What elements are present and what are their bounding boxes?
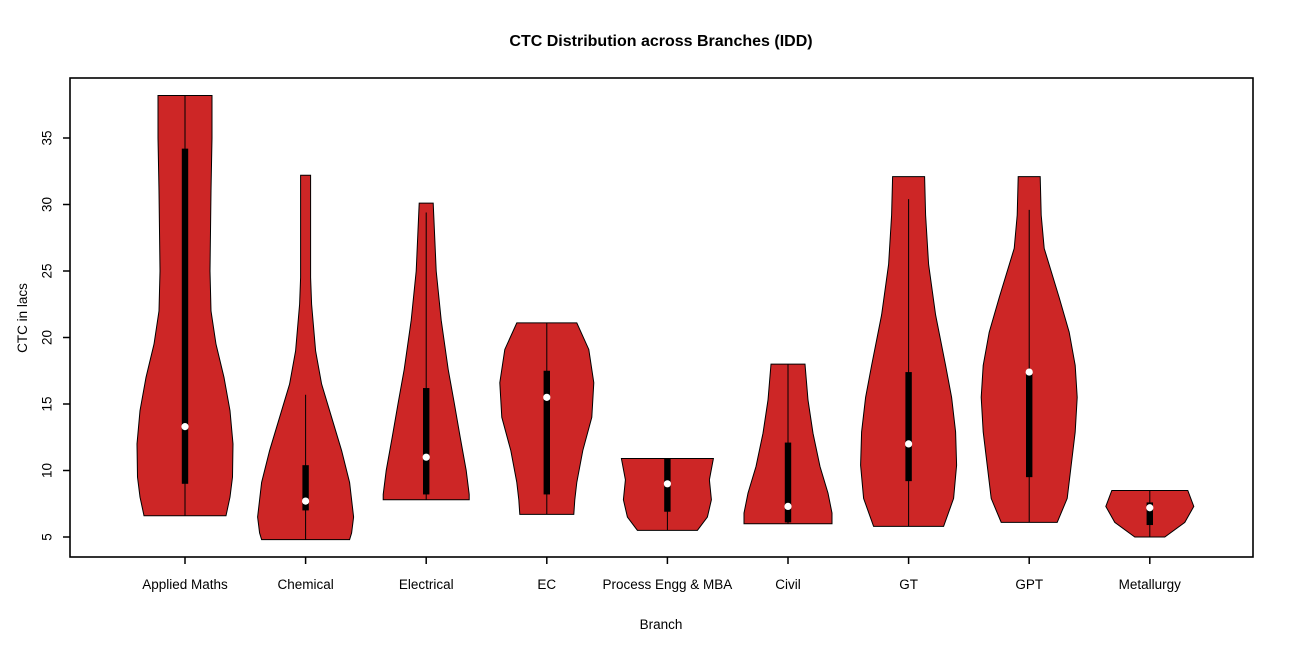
median-dot-chemical (302, 497, 310, 505)
iqr-box-metallurgy (1146, 502, 1153, 526)
y-tick-label-20: 20 (40, 330, 55, 345)
y-axis-ticks: 5 10 15 20 25 30 35 (40, 130, 70, 541)
violin-metallurgy (1105, 489, 1195, 538)
x-tick-label-process-engg-mba: Process Engg & MBA (602, 577, 732, 592)
x-tick-label-ec: EC (537, 577, 556, 592)
violins-group (136, 94, 1195, 541)
x-tick-label-gpt: GPT (1015, 577, 1043, 592)
iqr-box-gpt (1026, 372, 1033, 478)
iqr-box-civil (784, 442, 792, 523)
x-tick-label-gt: GT (899, 577, 918, 592)
violin-gpt (980, 176, 1078, 523)
median-dot-applied-maths (181, 423, 189, 431)
median-dot-ec (543, 393, 551, 401)
median-dot-process-engg-mba (663, 480, 672, 488)
iqr-box-gt (905, 372, 912, 482)
violin-gt (860, 176, 958, 527)
y-axis-title: CTC in lacs (15, 283, 30, 353)
iqr-box-chemical (302, 465, 309, 511)
median-dot-gpt (1025, 368, 1033, 376)
median-dot-electrical (422, 453, 430, 461)
y-tick-label-35: 35 (40, 130, 55, 145)
y-tick-label-15: 15 (40, 396, 55, 411)
violin-electrical (382, 202, 470, 501)
plot-box (69, 77, 1254, 558)
violin-ec (499, 322, 595, 515)
violin-chemical (257, 174, 355, 541)
iqr-box-applied-maths (181, 148, 189, 484)
x-axis-title: Branch (640, 617, 683, 632)
x-tick-label-chemical: Chemical (277, 577, 333, 592)
median-dot-civil (784, 502, 792, 511)
x-tick-label-applied-maths: Applied Maths (142, 577, 228, 592)
iqr-box-electrical (423, 388, 430, 495)
y-tick-label-10: 10 (40, 463, 55, 478)
chart-title: CTC Distribution across Branches (IDD) (509, 33, 812, 50)
violin-process-engg-mba (620, 458, 715, 531)
x-tick-label-civil: Civil (775, 577, 801, 592)
y-tick-label-5: 5 (40, 533, 55, 541)
violin-applied-maths (136, 94, 234, 517)
violin-shape-chemical (257, 174, 355, 541)
x-tick-label-metallurgy: Metallurgy (1119, 577, 1182, 592)
y-tick-label-25: 25 (40, 263, 55, 278)
median-dot-metallurgy (1146, 504, 1154, 512)
violin-civil (743, 363, 833, 525)
iqr-box-ec (543, 370, 550, 495)
y-tick-label-30: 30 (40, 197, 55, 212)
x-tick-label-electrical: Electrical (399, 577, 454, 592)
median-dot-gt (905, 440, 913, 448)
x-axis-ticks: Applied Maths Chemical Electrical EC Process… (142, 557, 1181, 592)
